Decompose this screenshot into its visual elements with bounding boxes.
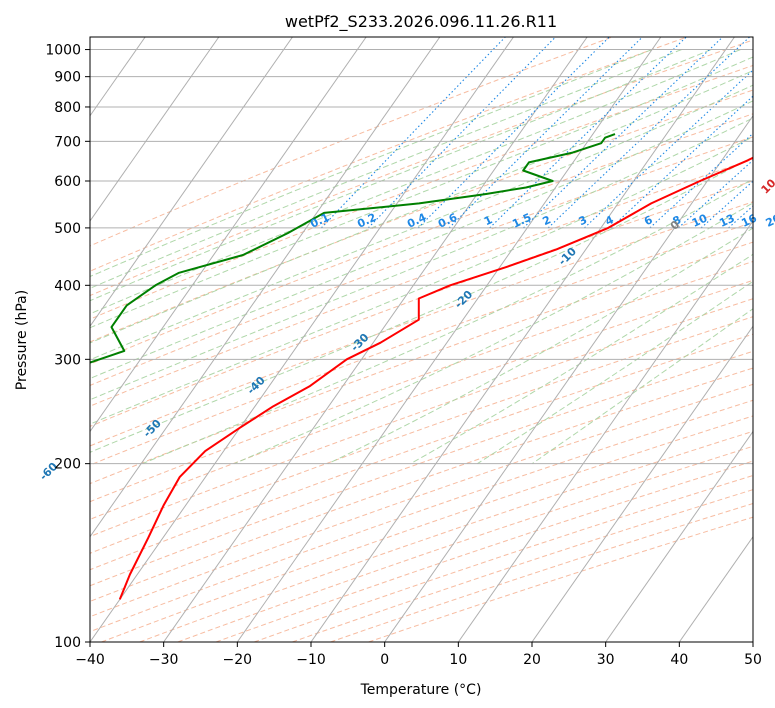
isotherm (605, 430, 753, 642)
y-tick-label: 200 (54, 457, 81, 473)
y-axis: 100 200 300 400 500 600 700 800 900 1000 (45, 43, 90, 651)
dry-adiabat (90, 350, 753, 587)
x-tick-label: 50 (744, 652, 762, 668)
moist-adiabat (410, 253, 753, 465)
dewpoint-line (90, 133, 616, 364)
isotherm (310, 37, 735, 642)
y-tick-label: 1000 (45, 43, 81, 59)
isotherm (90, 37, 367, 433)
profile-series (90, 133, 753, 600)
y-axis-title: Pressure (hPa) (14, 290, 30, 390)
isotherm (236, 37, 662, 642)
mixing-ratio-line (417, 37, 610, 229)
mixing-ratio-line (367, 37, 556, 229)
dry-adiabat (90, 201, 753, 447)
mixing-ratio-label: 10 (690, 211, 710, 229)
mixing-ratio-label: 13 (717, 212, 736, 230)
dry-adiabat (90, 260, 753, 503)
x-tick-label: −40 (75, 652, 105, 668)
isotherm (90, 37, 514, 642)
dry-adiabat (90, 298, 753, 538)
x-tick-label: 20 (523, 652, 541, 668)
dry-adiabat (90, 367, 753, 602)
y-tick-label: 800 (54, 100, 81, 116)
temperature-line (118, 156, 753, 600)
mixing-ratio-line (448, 37, 643, 229)
y-tick-label: 500 (54, 221, 81, 237)
mixing-ratio-line (584, 69, 753, 229)
x-tick-label: 0 (380, 652, 389, 668)
mixing-ratio-line (700, 180, 753, 229)
isotherm (90, 37, 293, 328)
dry-adiabat (90, 158, 753, 407)
y-tick-label: 700 (54, 134, 81, 150)
dry-adiabat (90, 316, 753, 554)
isotherm (531, 325, 753, 642)
isotherm (90, 37, 220, 222)
x-tick-label: 40 (670, 652, 688, 668)
mixing-ratio-label: 20 (764, 211, 775, 229)
y-tick-label: 900 (54, 70, 81, 86)
x-tick-label: 10 (449, 652, 467, 668)
isotherm (678, 535, 753, 642)
y-tick-label: 600 (54, 174, 81, 190)
mixing-ratio-line (489, 37, 687, 229)
x-axis-title: Temperature (°C) (360, 682, 482, 698)
isotherm (384, 114, 753, 642)
dry-adiabat (90, 37, 688, 272)
plot-frame (89, 36, 754, 643)
mixing-ratio-label: 16 (739, 211, 759, 229)
isotherm (163, 37, 588, 642)
chart-title: wetPf2_S233.2026.096.11.26.R11 (285, 12, 557, 32)
x-tick-label: 30 (597, 652, 615, 668)
moist-adiabat (90, 49, 682, 289)
mixing-ratio-line (678, 159, 753, 229)
x-axis: −40 −30 −20 −10 0 10 20 30 40 50 (75, 642, 762, 668)
isotherm (90, 37, 441, 538)
moist-adiabat (90, 49, 653, 278)
moist-adiabat (90, 100, 753, 380)
x-tick-label: −20 (223, 652, 253, 668)
y-tick-label: 400 (54, 278, 81, 294)
moist-adiabat (233, 202, 753, 465)
y-tick-label: 300 (54, 352, 81, 368)
isotherm (457, 220, 753, 642)
dry-adiabat (90, 383, 753, 618)
x-tick-label: −30 (149, 652, 179, 668)
x-tick-label: −10 (296, 652, 326, 668)
pressure-gridlines (90, 49, 753, 642)
y-tick-label: 100 (54, 635, 81, 651)
mixing-ratio-line (321, 37, 506, 229)
dry-adiabat (90, 180, 753, 427)
